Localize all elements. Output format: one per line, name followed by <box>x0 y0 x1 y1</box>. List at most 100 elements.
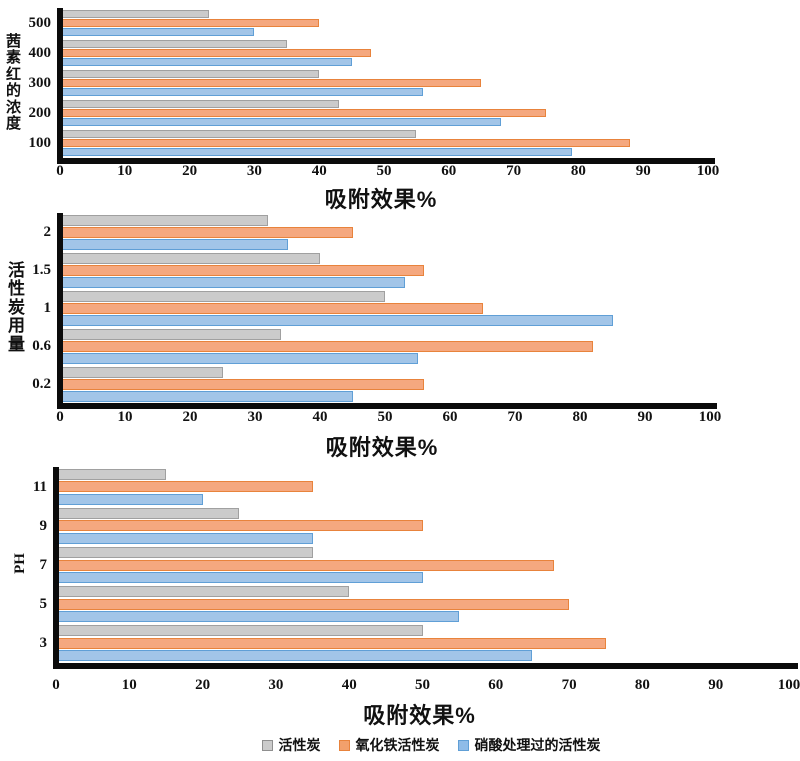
y-axis-title-char: 素 <box>6 49 22 66</box>
plot-area <box>57 8 715 164</box>
bar-series2-cat-7 <box>56 559 555 571</box>
bar-series2-cat-200 <box>60 108 546 118</box>
bar-series3-cat-5 <box>56 611 460 623</box>
x-tick-80: 80 <box>570 163 586 179</box>
bar-series3-cat-9 <box>56 532 313 544</box>
y-category-label: 7 <box>39 557 48 573</box>
bar-series2-cat-400 <box>60 48 372 58</box>
y-axis-line <box>57 213 63 409</box>
bar-series1-cat-11 <box>56 468 166 480</box>
x-tick-80: 80 <box>572 409 588 425</box>
bar-series3-cat-7 <box>56 572 423 583</box>
bar-series1-cat-1.5 <box>60 252 320 264</box>
x-tick-60: 60 <box>441 163 457 179</box>
bar-series1-cat-400 <box>60 39 287 48</box>
x-tick-60: 60 <box>442 409 458 425</box>
bar-series1-cat-0.2 <box>60 366 223 378</box>
x-tick-40: 40 <box>341 677 357 693</box>
x-axis-tick-labels: 0 10 20 30 40 50 60 70 80 90 100 <box>56 409 721 427</box>
y-axis-title-dosage: 活性炭用量 <box>8 260 25 355</box>
bar-series1-cat-7 <box>56 547 313 558</box>
bar-series2-cat-3 <box>56 637 606 649</box>
y-category-label: 2 <box>43 224 52 240</box>
y-category-label: 0.6 <box>32 338 51 354</box>
x-tick-90: 90 <box>637 409 653 425</box>
bar-series3-cat-200 <box>60 118 501 127</box>
bar-series2-cat-1 <box>60 302 483 314</box>
bar-series3-cat-100 <box>60 148 572 157</box>
x-tick-50: 50 <box>415 677 430 693</box>
y-category-label: 1 <box>43 300 52 316</box>
x-tick-10: 10 <box>117 409 133 425</box>
bar-series1-cat-1 <box>60 290 385 302</box>
x-tick-0: 0 <box>52 677 60 693</box>
x-tick-0: 0 <box>56 409 64 425</box>
y-axis-title-char: 度 <box>6 115 22 132</box>
x-tick-20: 20 <box>182 163 198 179</box>
x-tick-20: 20 <box>195 677 211 693</box>
bar-series2-cat-0.6 <box>60 340 593 352</box>
x-tick-100: 100 <box>696 163 720 179</box>
bar-series2-cat-2 <box>60 226 353 238</box>
x-tick-20: 20 <box>182 409 198 425</box>
y-axis-title-char: 的 <box>6 82 22 99</box>
legend-label: 氧化铁活性炭 <box>355 737 440 753</box>
bar-series3-cat-3 <box>56 650 533 662</box>
bar-series1-cat-9 <box>56 507 240 519</box>
bar-series1-cat-0.6 <box>60 328 281 340</box>
bar-series1-cat-500 <box>60 9 210 18</box>
bar-series1-cat-300 <box>60 69 320 78</box>
bar-series3-cat-1 <box>60 314 613 326</box>
bar-series2-cat-0.2 <box>60 378 424 390</box>
bar-series2-cat-500 <box>60 18 320 28</box>
legend-item-activated-carbon: 活性炭 <box>261 735 321 755</box>
bar-series1-cat-100 <box>60 129 417 138</box>
bar-series2-cat-300 <box>60 78 482 88</box>
x-tick-40: 40 <box>311 163 327 179</box>
x-tick-90: 90 <box>635 163 651 179</box>
bar-series3-cat-2 <box>60 238 288 250</box>
y-axis-title-char: 炭 <box>8 297 25 317</box>
bar-series2-cat-5 <box>56 598 570 610</box>
x-tick-30: 30 <box>246 163 262 179</box>
legend-swatch-gray-icon <box>261 739 273 751</box>
x-axis-line <box>53 663 798 669</box>
plot-area <box>53 467 798 669</box>
bar-series1-cat-200 <box>60 99 339 108</box>
y-axis-title-char: 活 <box>8 260 25 280</box>
y-category-label: 0.2 <box>32 376 51 392</box>
x-tick-70: 70 <box>507 409 523 425</box>
y-category-label: 9 <box>39 517 48 534</box>
x-tick-100: 100 <box>698 409 722 425</box>
x-tick-40: 40 <box>312 409 328 425</box>
legend-label: 硝酸处理过的活性炭 <box>474 737 601 753</box>
x-axis-tick-labels: 0 10 20 30 40 50 60 70 80 90 100 <box>52 677 800 695</box>
legend-swatch-blue-icon <box>457 739 469 751</box>
y-category-label: 11 <box>32 478 47 495</box>
y-axis-title-char: 用 <box>8 316 25 336</box>
y-category-label: 500 <box>28 15 52 31</box>
bar-series1-cat-5 <box>56 586 350 598</box>
y-category-label: 5 <box>39 596 48 613</box>
bar-series1-cat-3 <box>56 625 423 637</box>
legend: 活性炭 氧化铁活性炭 硝酸处理过的活性炭 <box>0 735 800 755</box>
y-category-label: 1.5 <box>32 262 51 278</box>
y-axis-title-concentration: 茜素红的浓度 <box>6 33 22 133</box>
bar-series2-cat-11 <box>56 481 313 493</box>
x-tick-80: 80 <box>634 677 650 693</box>
x-tick-30: 30 <box>268 677 284 693</box>
x-tick-0: 0 <box>56 163 64 179</box>
legend-swatch-orange-icon <box>338 739 350 751</box>
x-tick-10: 10 <box>117 163 133 179</box>
x-axis-tick-labels: 0 10 20 30 40 50 60 70 80 90 100 <box>56 163 719 181</box>
bar-series3-cat-11 <box>56 493 203 505</box>
y-category-label: 3 <box>39 635 48 652</box>
x-tick-50: 50 <box>376 163 392 179</box>
x-tick-50: 50 <box>377 409 393 425</box>
bar-series2-cat-1.5 <box>60 264 424 276</box>
y-axis-title-char: 浓 <box>6 98 22 116</box>
legend-label: 活性炭 <box>278 737 321 753</box>
y-axis-line <box>53 467 59 669</box>
